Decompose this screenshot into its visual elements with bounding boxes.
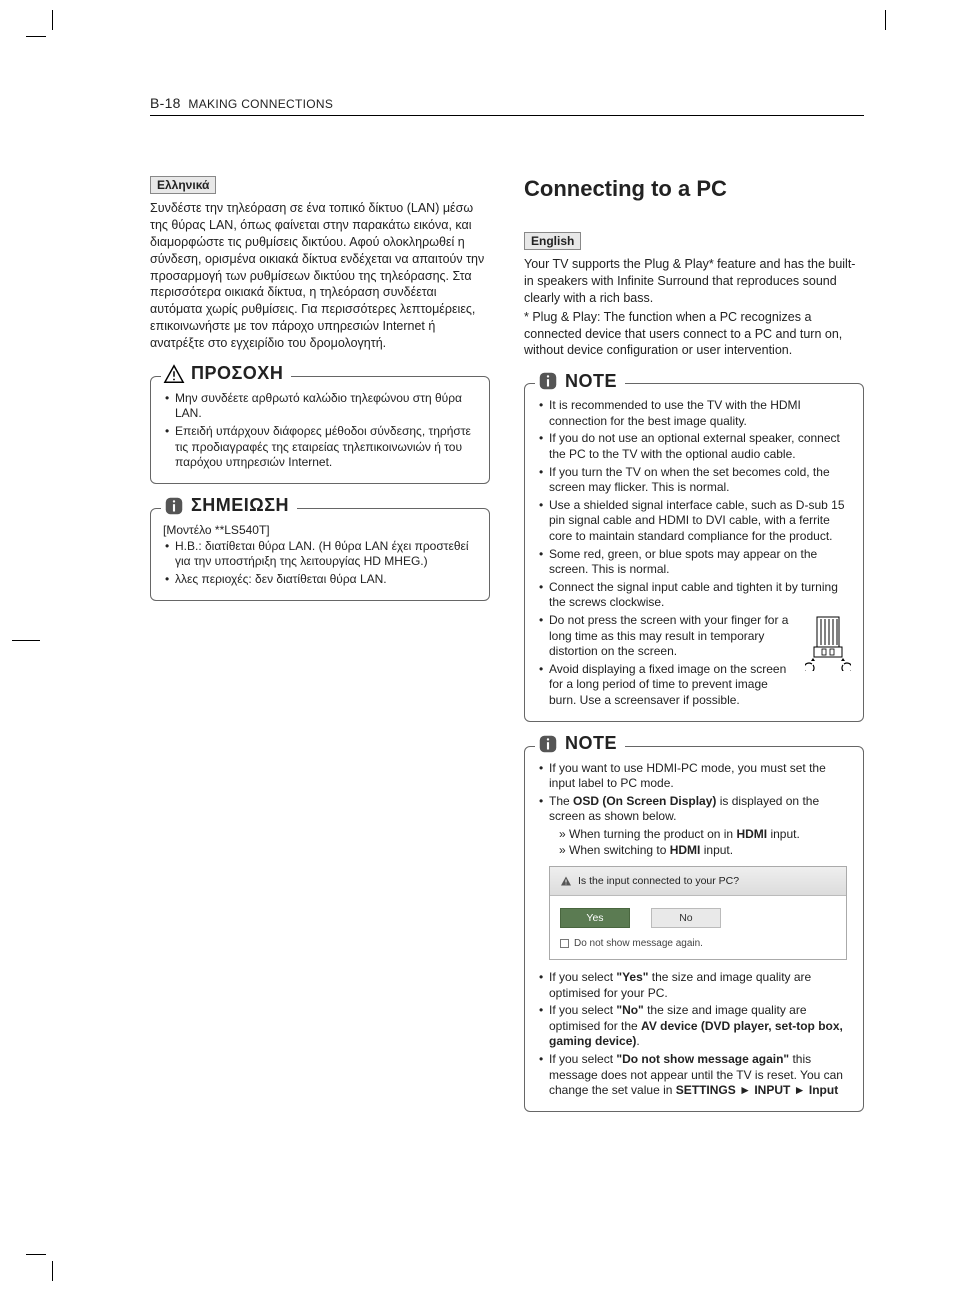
note2-item: If you want to use HDMI-PC mode, you mus… — [537, 761, 851, 792]
note-box-1: NOTE It is recommended to use the TV wit… — [524, 383, 864, 721]
info-icon — [163, 495, 185, 517]
checkbox-icon — [560, 939, 569, 948]
note-title: NOTE — [565, 733, 617, 754]
section-title: MAKING CONNECTIONS — [188, 97, 333, 111]
english-intro: Your TV supports the Plug & Play* featur… — [524, 256, 864, 307]
note1-item: It is recommended to use the TV with the… — [537, 398, 851, 429]
section-heading: Connecting to a PC — [524, 176, 864, 202]
caution-box: ΠΡΟΣΟΧΗ Μην συνδέετε αρθρωτό καλώδιο τηλ… — [150, 376, 490, 484]
osd-question: Is the input connected to your PC? — [578, 875, 739, 887]
note1-item: If you turn the TV on when the set becom… — [537, 465, 851, 496]
caution-item: Μην συνδέετε αρθρωτό καλώδιο τηλεφώνου σ… — [163, 391, 477, 422]
plug-and-play-footnote: * Plug & Play: The function when a PC re… — [524, 309, 864, 360]
osd-yes-button[interactable]: Yes — [560, 908, 630, 928]
note-title-greek: ΣΗΜΕΙΩΣΗ — [191, 495, 289, 516]
language-tag-greek: Ελληνικά — [150, 176, 216, 194]
caution-title: ΠΡΟΣΟΧΗ — [191, 363, 283, 384]
caution-item: Επειδή υπάρχουν διάφορες μέθοδοι σύνδεση… — [163, 424, 477, 471]
note1-item: Avoid displaying a fixed image on the sc… — [537, 662, 851, 709]
left-column: Ελληνικά Συνδέστε την τηλεόραση σε ένα τ… — [150, 176, 490, 1112]
note2-item: If you select "Do not show message again… — [537, 1052, 851, 1099]
note2-item: The OSD (On Screen Display) is displayed… — [537, 794, 851, 858]
note2-subitem: When turning the product on in HDMI inpu… — [559, 827, 851, 843]
info-icon — [537, 370, 559, 392]
page-header: B-18 MAKING CONNECTIONS — [150, 95, 864, 116]
note1-item: Do not press the screen with your finger… — [537, 613, 851, 660]
note-item: Η.Β.: διατίθεται θύρα LAN. (Η θύρα LAN έ… — [163, 539, 477, 570]
note1-item: If you do not use an optional external s… — [537, 431, 851, 462]
note-box-greek: ΣΗΜΕΙΩΣΗ [Μοντέλο **LS540T] Η.Β.: διατίθ… — [150, 508, 490, 601]
note1-item: Use a shielded signal interface cable, s… — [537, 498, 851, 545]
model-note: [Μοντέλο **LS540T] — [163, 523, 477, 537]
page-number: B-18 — [150, 95, 181, 111]
warning-icon — [163, 363, 185, 385]
right-column: Connecting to a PC English Your TV suppo… — [524, 176, 864, 1112]
osd-dont-show-check[interactable]: Do not show message again. — [560, 938, 836, 949]
info-icon — [537, 733, 559, 755]
note-box-2: NOTE If you want to use HDMI-PC mode, yo… — [524, 746, 864, 1112]
note1-item: Some red, green, or blue spots may appea… — [537, 547, 851, 578]
osd-dialog: Is the input connected to your PC? Yes N… — [549, 866, 847, 960]
greek-intro: Συνδέστε την τηλεόραση σε ένα τοπικό δίκ… — [150, 200, 490, 352]
warning-icon — [560, 875, 572, 887]
note-title: NOTE — [565, 371, 617, 392]
osd-no-button[interactable]: No — [651, 908, 721, 928]
note2-item: If you select "No" the size and image qu… — [537, 1003, 851, 1050]
language-tag-english: English — [524, 232, 581, 250]
note2-subitem: When switching to HDMI input. — [559, 843, 851, 859]
note2-item: If you select "Yes" the size and image q… — [537, 970, 851, 1001]
note-item: λλες περιοχές: δεν διατίθεται θύρα LAN. — [163, 572, 477, 588]
note1-item: Connect the signal input cable and tight… — [537, 580, 851, 611]
